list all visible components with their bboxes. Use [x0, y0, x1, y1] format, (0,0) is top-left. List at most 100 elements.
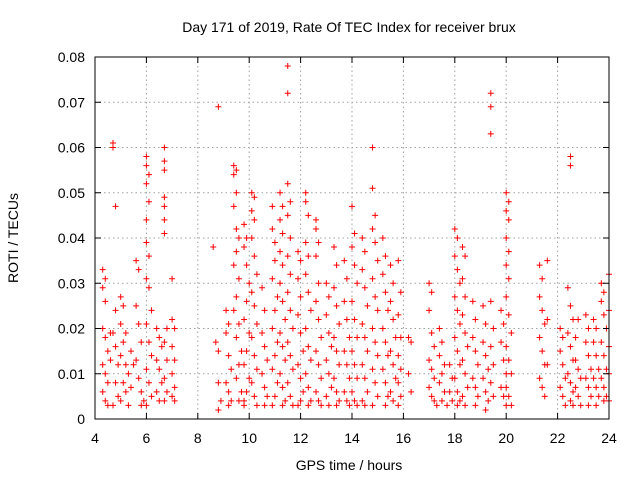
data-point [539, 384, 546, 391]
data-point [325, 402, 332, 409]
data-point [115, 361, 122, 368]
data-point [454, 402, 461, 409]
data-point [503, 235, 510, 241]
data-point [343, 316, 350, 323]
data-point [225, 352, 232, 359]
data-point [503, 262, 510, 269]
data-point [482, 388, 489, 395]
data-point [109, 144, 116, 151]
data-point [99, 361, 106, 368]
data-point [169, 393, 176, 400]
data-point [235, 275, 242, 282]
data-point [451, 293, 458, 300]
data-point [500, 393, 507, 400]
data-point [305, 212, 312, 219]
data-point [315, 239, 322, 246]
data-point [163, 325, 170, 332]
data-point [122, 361, 129, 368]
data-point [138, 402, 145, 409]
data-point [300, 348, 307, 355]
data-point [143, 153, 150, 160]
data-point [600, 311, 607, 318]
data-point [171, 357, 178, 364]
data-point [279, 262, 286, 269]
data-point [313, 253, 320, 260]
data-point [143, 180, 150, 187]
data-point [539, 275, 546, 282]
data-point [598, 339, 605, 346]
data-point [153, 325, 160, 332]
data-point [382, 379, 389, 386]
data-point [158, 379, 165, 386]
data-point [161, 397, 168, 404]
data-point [349, 388, 355, 395]
data-point [346, 375, 353, 382]
data-point [456, 397, 463, 404]
data-point [369, 225, 376, 232]
x-tick-label: 10 [241, 430, 257, 446]
data-point [115, 393, 122, 400]
data-point [593, 352, 600, 359]
data-point [104, 348, 111, 355]
data-point [392, 375, 399, 382]
data-point [140, 397, 147, 404]
data-point [441, 361, 448, 368]
data-point [405, 370, 412, 377]
data-point [472, 384, 479, 391]
data-point [133, 257, 140, 264]
data-point [117, 352, 124, 359]
data-point [230, 262, 237, 269]
data-point [387, 298, 394, 305]
data-point [297, 330, 304, 337]
data-point [143, 275, 150, 282]
x-tick-label: 14 [344, 430, 360, 446]
data-point [384, 352, 391, 359]
data-point [248, 334, 255, 341]
data-point [588, 393, 595, 400]
data-point [490, 393, 497, 400]
data-point [313, 225, 320, 232]
data-point [459, 244, 466, 251]
data-point [313, 298, 320, 305]
data-point [169, 343, 176, 350]
data-point [302, 271, 309, 278]
data-point [582, 375, 589, 382]
data-point [215, 103, 222, 110]
data-point [593, 384, 600, 391]
data-point [374, 257, 381, 264]
data-point [456, 361, 463, 368]
data-point [102, 275, 109, 282]
data-point [503, 402, 510, 409]
data-point [274, 379, 281, 386]
data-point [120, 302, 127, 309]
data-point [295, 275, 302, 282]
data-point [269, 275, 276, 282]
data-point [210, 244, 217, 251]
data-point [387, 388, 394, 395]
data-point [372, 339, 379, 346]
data-point [125, 402, 132, 409]
data-point [349, 298, 355, 305]
data-point [454, 348, 461, 355]
data-point [487, 298, 494, 305]
data-point [169, 316, 176, 323]
x-tick-label: 22 [550, 430, 566, 446]
data-point [143, 216, 150, 223]
data-point [264, 393, 271, 400]
data-point [287, 307, 294, 314]
data-point [284, 339, 291, 346]
data-point [104, 402, 111, 409]
data-point [269, 325, 276, 332]
data-point [102, 334, 109, 341]
data-point [228, 397, 235, 404]
data-point [161, 167, 168, 174]
data-point [104, 379, 111, 386]
data-point [379, 235, 386, 241]
data-point [246, 330, 253, 337]
data-points [99, 63, 612, 413]
y-tick-label: 0 [77, 411, 85, 427]
data-point [171, 397, 178, 404]
data-point [145, 198, 152, 205]
data-point [135, 320, 142, 327]
data-point [241, 221, 248, 228]
